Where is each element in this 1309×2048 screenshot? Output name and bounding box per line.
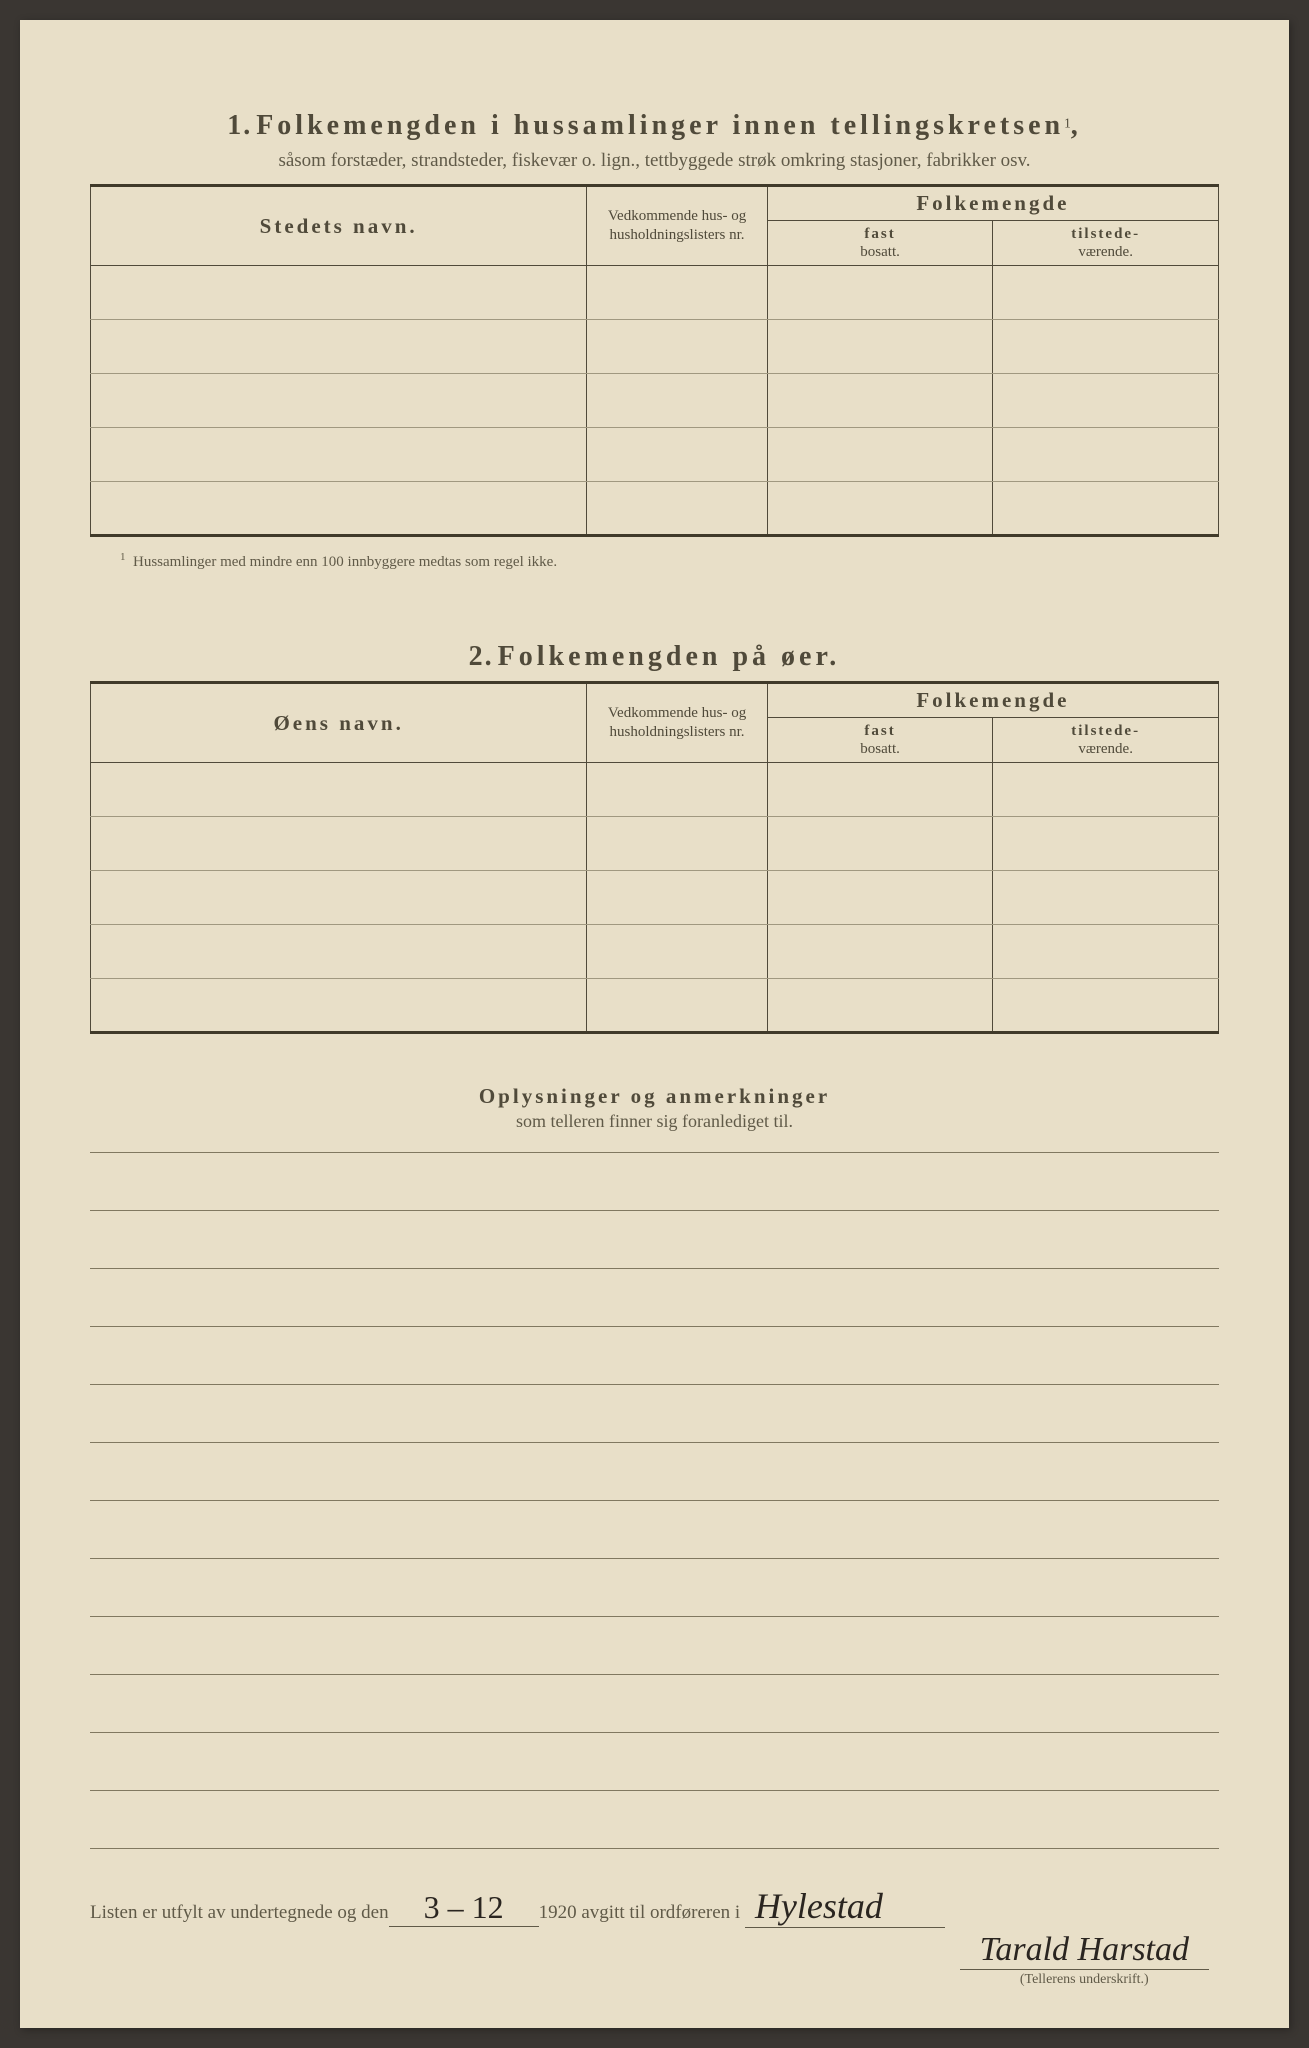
- ruled-line: [90, 1269, 1219, 1327]
- table-row: [91, 374, 1219, 428]
- footer-text2: 1920 avgitt til ordføreren i: [539, 1902, 741, 1924]
- section1-subtitle: såsom forstæder, strandsteder, fiskevær …: [90, 150, 1219, 172]
- section2: 2. Folkemengden på øer. Øens navn. Vedko…: [90, 641, 1219, 1034]
- section1-title: 1. Folkemengden i hussamlinger innen tel…: [90, 110, 1219, 142]
- census-form-page: 1. Folkemengden i hussamlinger innen tel…: [20, 20, 1289, 2028]
- section1-footnote: 1 Hussamlinger med mindre enn 100 innbyg…: [90, 551, 1219, 571]
- ruled-line: [90, 1791, 1219, 1849]
- ruled-lines: [90, 1152, 1219, 1849]
- section2-main-title: Folkemengden på øer.: [498, 641, 841, 672]
- section1-main-title: Folkemengden i hussamlinger innen tellin…: [256, 110, 1064, 141]
- table-row: [91, 320, 1219, 374]
- col-header-population: Folkemengde: [767, 186, 1218, 221]
- col-header-name: Stedets navn.: [91, 186, 587, 266]
- signature-block: Tarald Harstad (Tellerens underskrift.): [960, 1931, 1209, 1988]
- section1-number: 1.: [227, 110, 252, 141]
- col-header-fast: fastbosatt.: [767, 718, 993, 763]
- signature: Tarald Harstad: [960, 1931, 1209, 1970]
- section2-title: 2. Folkemengden på øer.: [90, 641, 1219, 673]
- ruled-line: [90, 1733, 1219, 1791]
- col-header-lists: Vedkommende hus- og husholdningslisters …: [587, 186, 767, 266]
- section2-body: [91, 763, 1219, 1033]
- table-row: [91, 482, 1219, 536]
- ruled-line: [90, 1559, 1219, 1617]
- section2-table: Øens navn. Vedkommende hus- og husholdni…: [90, 681, 1219, 1034]
- footer-text1: Listen er utfylt av undertegnede og den: [90, 1902, 389, 1924]
- col-header-tilstede: tilstede-værende.: [993, 718, 1219, 763]
- ruled-line: [90, 1211, 1219, 1269]
- section3-title: Oplysninger og anmerkninger: [90, 1084, 1219, 1109]
- ruled-line: [90, 1443, 1219, 1501]
- section3-subtitle: som telleren finner sig foranlediget til…: [90, 1111, 1219, 1132]
- footer-statement: Listen er utfylt av undertegnede og den …: [90, 1885, 1219, 1928]
- col-header-tilstede: tilstede-værende.: [993, 221, 1219, 266]
- section3: Oplysninger og anmerkninger som telleren…: [90, 1084, 1219, 1849]
- ruled-line: [90, 1153, 1219, 1211]
- ruled-line: [90, 1327, 1219, 1385]
- ruled-line: [90, 1617, 1219, 1675]
- table-row: [91, 428, 1219, 482]
- handwritten-date: 3 – 12: [389, 1889, 539, 1927]
- ruled-line: [90, 1501, 1219, 1559]
- ruled-line: [90, 1385, 1219, 1443]
- signature-label: (Tellerens underskrift.): [960, 1972, 1209, 1988]
- ruled-line: [90, 1675, 1219, 1733]
- table-row: [91, 925, 1219, 979]
- section2-number: 2.: [469, 641, 494, 672]
- col-header-fast: fastbosatt.: [767, 221, 993, 266]
- section1-table: Stedets navn. Vedkommende hus- og hushol…: [90, 184, 1219, 537]
- table-row: [91, 817, 1219, 871]
- col-header-population: Folkemengde: [767, 683, 1218, 718]
- table-row: [91, 871, 1219, 925]
- col-header-lists: Vedkommende hus- og husholdningslisters …: [587, 683, 767, 763]
- handwritten-place: Hylestad: [745, 1885, 945, 1928]
- section1-body: [91, 266, 1219, 536]
- table-row: [91, 979, 1219, 1033]
- section1-sup: 1: [1064, 116, 1071, 131]
- col-header-name: Øens navn.: [91, 683, 587, 763]
- table-row: [91, 266, 1219, 320]
- table-row: [91, 763, 1219, 817]
